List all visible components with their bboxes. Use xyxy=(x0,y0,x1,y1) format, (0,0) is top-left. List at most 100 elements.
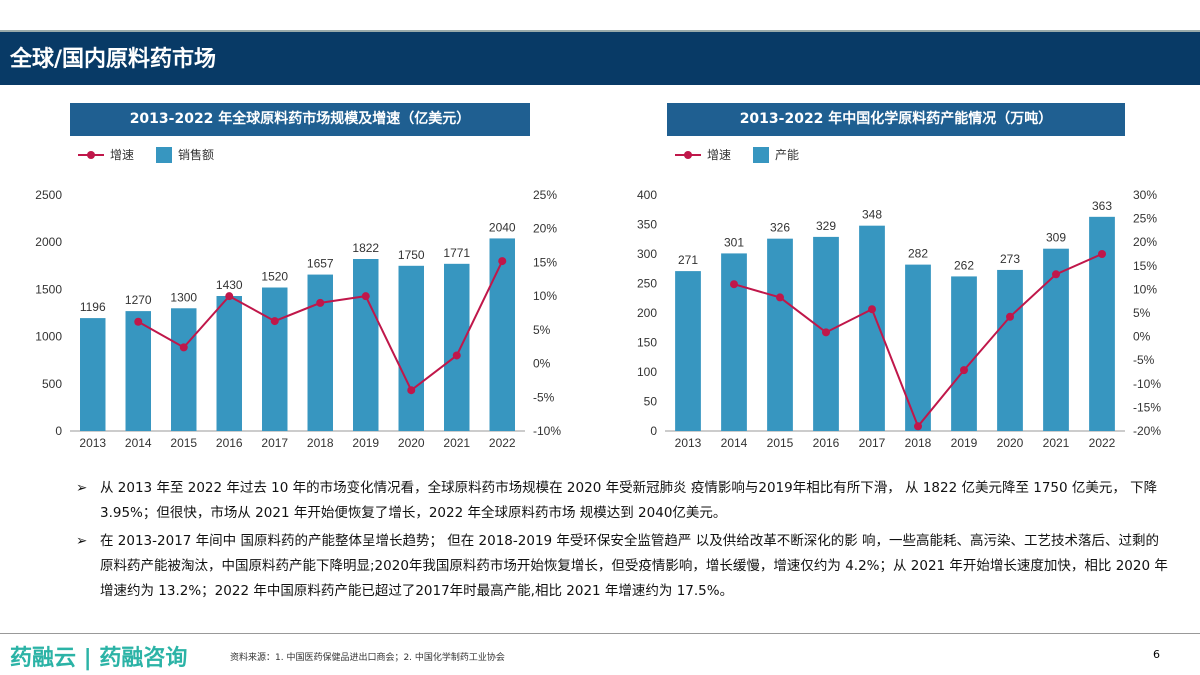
line-legend-icon xyxy=(675,150,701,159)
bar xyxy=(951,276,977,431)
y-tick-left: 0 xyxy=(650,424,657,438)
data-label: 273 xyxy=(1000,252,1020,266)
y-tick-right: 10% xyxy=(1133,282,1157,296)
y-tick-right: -10% xyxy=(1133,377,1161,391)
y-tick-left: 200 xyxy=(637,306,657,320)
x-tick: 2018 xyxy=(307,436,334,450)
bar xyxy=(721,253,747,431)
bar xyxy=(1043,248,1069,431)
y-tick-left: 150 xyxy=(637,336,657,350)
y-tick-left: 0 xyxy=(55,424,62,438)
data-label: 1270 xyxy=(125,293,152,307)
growth-point xyxy=(1098,250,1106,258)
growth-point xyxy=(960,366,968,375)
data-label: 1430 xyxy=(216,278,243,292)
data-label: 1300 xyxy=(170,290,197,304)
bar xyxy=(997,269,1023,431)
y-tick-right: 25% xyxy=(1133,212,1157,226)
data-label: 1520 xyxy=(261,270,288,284)
growth-point xyxy=(776,293,784,302)
data-label: 1657 xyxy=(307,257,334,271)
bar xyxy=(675,271,701,431)
bar xyxy=(767,238,793,431)
x-tick: 2021 xyxy=(443,436,470,450)
data-label: 271 xyxy=(678,253,698,267)
bar xyxy=(307,274,333,431)
x-tick: 2016 xyxy=(813,436,840,450)
line-legend-icon xyxy=(78,150,104,159)
bullet-text-1: 从 2013 年至 2022 年过去 10 年的市场变化情况看，全球原料药市场规… xyxy=(76,476,1171,526)
y-tick-right: 30% xyxy=(1133,188,1157,202)
growth-point xyxy=(868,305,876,314)
bar xyxy=(1089,216,1115,431)
y-tick-right: 5% xyxy=(1133,306,1151,320)
y-tick-left: 1000 xyxy=(35,330,62,344)
page-number: 6 xyxy=(1153,648,1160,661)
y-tick-left: 2500 xyxy=(35,188,62,202)
y-tick-right: 10% xyxy=(533,289,557,303)
bar xyxy=(489,238,515,431)
x-tick: 2021 xyxy=(1043,436,1070,450)
data-label: 326 xyxy=(770,221,790,235)
footer-divider xyxy=(0,633,1200,634)
bar xyxy=(859,225,885,431)
data-label: 363 xyxy=(1092,199,1112,213)
y-tick-left: 50 xyxy=(644,395,658,409)
data-label: 2040 xyxy=(489,220,516,234)
growth-point xyxy=(730,280,738,289)
data-label: 348 xyxy=(862,208,882,222)
bar xyxy=(125,311,151,431)
y-tick-right: 0% xyxy=(1133,330,1151,344)
y-tick-right: -5% xyxy=(1133,353,1155,367)
y-tick-right: 20% xyxy=(533,222,557,236)
data-label: 1771 xyxy=(443,246,470,260)
x-tick: 2019 xyxy=(352,436,379,450)
y-tick-right: -5% xyxy=(533,390,555,404)
source-note: 资料来源：1. 中国医药保健品进出口商会；2. 中国化学制药工业协会 xyxy=(230,653,505,663)
growth-point xyxy=(498,257,507,266)
y-tick-right: 25% xyxy=(533,188,557,202)
bar xyxy=(80,318,106,431)
y-tick-left: 1500 xyxy=(35,282,62,296)
data-label: 262 xyxy=(954,258,974,272)
page-title: 全球/国内原料药市场 xyxy=(0,30,1200,85)
x-tick: 2017 xyxy=(859,436,886,450)
growth-point xyxy=(452,351,461,360)
x-tick: 2018 xyxy=(905,436,932,450)
legend-label: 增速 xyxy=(110,148,135,162)
data-label: 1822 xyxy=(352,241,379,255)
data-label: 309 xyxy=(1046,231,1066,245)
logo: 药融云 | 药融咨询 xyxy=(10,646,188,671)
x-tick: 2016 xyxy=(216,436,243,450)
growth-point xyxy=(361,292,370,301)
bar xyxy=(444,263,470,431)
y-tick-right: -15% xyxy=(1133,400,1161,414)
y-tick-left: 2000 xyxy=(35,235,62,249)
x-tick: 2019 xyxy=(951,436,978,450)
data-label: 1750 xyxy=(398,248,425,262)
y-tick-right: 20% xyxy=(1133,235,1157,249)
y-tick-left: 400 xyxy=(637,188,657,202)
growth-point xyxy=(822,328,830,337)
chart-china-capacity: 0 50 100 150 200 250 300 350 400 -20% -15% -10% -5% 0… xyxy=(637,188,1161,450)
growth-point xyxy=(316,298,325,307)
x-tick: 2015 xyxy=(767,436,794,450)
y-tick-left: 250 xyxy=(637,277,657,291)
x-tick: 2017 xyxy=(261,436,288,450)
bar xyxy=(353,259,379,431)
x-tick: 2013 xyxy=(79,436,106,450)
y-tick-right: 5% xyxy=(533,323,551,337)
bullet-text-2: 在 2013-2017 年间中 国原料药的产能整体呈增长趋势； 但在 2018-… xyxy=(76,529,1171,604)
y-tick-left: 100 xyxy=(637,365,657,379)
x-tick: 2020 xyxy=(997,436,1024,450)
x-tick: 2013 xyxy=(675,436,702,450)
growth-point xyxy=(270,317,279,326)
growth-point xyxy=(914,422,922,431)
bar xyxy=(171,308,197,431)
legend-left: 增速 销售额 xyxy=(78,146,214,163)
legend-label: 销售额 xyxy=(178,148,215,162)
growth-point xyxy=(179,343,188,352)
legend-label: 增速 xyxy=(707,148,732,162)
y-tick-right: -20% xyxy=(1133,424,1161,438)
chart-title-right: 2013-2022 年中国化学原料药产能情况（万吨） xyxy=(667,103,1125,136)
